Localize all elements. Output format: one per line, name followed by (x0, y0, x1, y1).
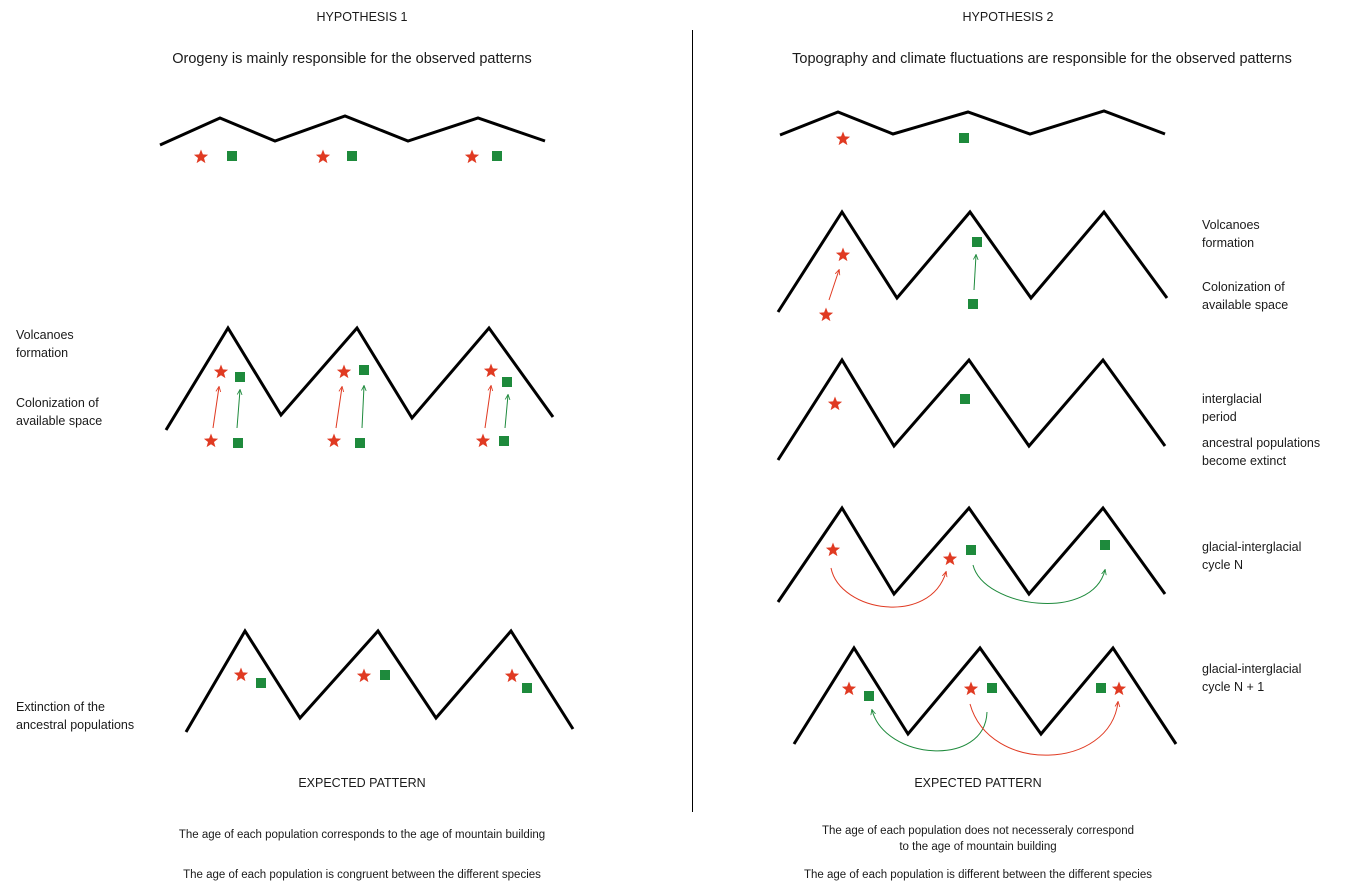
green-square-icon (347, 151, 357, 161)
h1-conclusion-2: The age of each population is congruent … (183, 869, 541, 881)
green-square-icon (968, 299, 978, 309)
green-square-icon (960, 394, 970, 404)
h1-colonization-arrow-green (362, 386, 364, 429)
green-square-icon (380, 670, 390, 680)
green-square-icon (987, 683, 997, 693)
h2-dispersal-arrow-red (830, 567, 946, 608)
h2-expected-pattern: EXPECTED PATTERN (914, 776, 1042, 790)
hypothesis-2-title: HYPOTHESIS 2 (962, 10, 1054, 24)
h1-mountain-initial (159, 114, 546, 147)
green-square-icon (235, 372, 245, 382)
red-star-icon (827, 396, 843, 411)
h1-mountain-extinction (184, 628, 575, 733)
red-star-icon (203, 433, 219, 448)
red-star-icon (504, 668, 520, 683)
h2-conclusion-1-line2: to the age of mountain building (899, 841, 1057, 853)
h2-label-cycle-n1-line2: cycle N + 1 (1202, 680, 1265, 694)
h2-label-cycle-n1-line1: glacial-interglacial (1202, 662, 1302, 676)
green-square-icon (522, 683, 532, 693)
h2-mountain-volcanoes (776, 209, 1169, 313)
h2-mountain-interglacial (776, 357, 1167, 461)
red-star-icon (326, 433, 342, 448)
green-square-icon (972, 237, 982, 247)
red-star-icon (835, 131, 851, 146)
h1-colonization-arrow-red (335, 387, 342, 429)
h1-colonization-arrow-green (236, 390, 240, 429)
h2-mountain-cycle-n1 (792, 645, 1178, 745)
h1-label-extinction-line1: Extinction of the (16, 700, 105, 714)
h2-label-colonization-line1: Colonization of (1202, 280, 1285, 294)
h2-label-volcanoes-line1: Volcanoes (1202, 218, 1260, 232)
h2-mountain-cycle-n (776, 505, 1167, 603)
red-star-icon (213, 364, 229, 379)
h2-dispersal-arrow-green (972, 564, 1105, 604)
green-square-icon (227, 151, 237, 161)
h2-label-extinct-line1: ancestral populations (1202, 436, 1321, 450)
h2-conclusion-2: The age of each population is different … (803, 869, 1153, 881)
h1-conclusion-1: The age of each population corresponds t… (178, 829, 546, 841)
h1-label-colonization-line1: Colonization of (16, 396, 99, 410)
h1-colonization-arrow-red (484, 386, 491, 429)
h2-label-interglacial-line1: interglacial (1202, 392, 1262, 406)
red-star-icon (315, 149, 331, 164)
h1-label-extinction-line2: ancestral populations (16, 718, 135, 732)
green-square-icon (959, 133, 969, 143)
green-square-icon (502, 377, 512, 387)
green-square-icon (1096, 683, 1106, 693)
red-star-icon (483, 363, 499, 378)
h1-label-volcanoes-line1: Volcanoes (16, 328, 74, 342)
h2-label-volcanoes-line2: formation (1202, 236, 1255, 250)
h1-colonization-arrow-green (504, 395, 508, 429)
red-star-icon (942, 551, 958, 566)
red-star-icon (841, 681, 857, 696)
red-star-icon (233, 667, 249, 682)
h2-conclusion-1-line1: The age of each population does not nece… (822, 825, 1134, 837)
red-star-icon (356, 668, 372, 683)
h2-label-cycle-n-line1: glacial-interglacial (1202, 540, 1302, 554)
green-square-icon (359, 365, 369, 375)
h1-expected-pattern: EXPECTED PATTERN (298, 776, 426, 790)
red-star-icon (336, 364, 352, 379)
green-square-icon (233, 438, 243, 448)
green-square-icon (1100, 540, 1110, 550)
h2-label-extinct-line2: become extinct (1202, 454, 1287, 468)
green-square-icon (355, 438, 365, 448)
red-star-icon (825, 542, 841, 557)
h1-label-volcanoes-line2: formation (16, 346, 69, 360)
hypothesis-1-subtitle: Orogeny is mainly responsible for the ob… (172, 51, 532, 67)
center-divider (692, 30, 693, 812)
h2-label-colonization-line2: available space (1202, 298, 1289, 312)
h2-mountain-initial (779, 109, 1166, 137)
red-star-icon (963, 681, 979, 696)
red-star-icon (475, 433, 491, 448)
h1-label-colonization-line2: available space (16, 414, 103, 428)
green-square-icon (256, 678, 266, 688)
h1-colonization-arrow-red (212, 387, 219, 429)
green-square-icon (499, 436, 509, 446)
red-star-icon (464, 149, 480, 164)
red-star-icon (818, 307, 834, 322)
h2-label-cycle-n-line2: cycle N (1202, 558, 1243, 572)
red-star-icon (1111, 681, 1127, 696)
h2-colonization-arrow-green (974, 255, 976, 291)
h1-mountain-volcanoes (164, 325, 555, 431)
red-star-icon (835, 247, 851, 262)
green-square-icon (966, 545, 976, 555)
hypothesis-2-subtitle: Topography and climate fluctuations are … (792, 51, 1292, 67)
green-square-icon (864, 691, 874, 701)
hypothesis-1-title: HYPOTHESIS 1 (316, 10, 408, 24)
red-star-icon (193, 149, 209, 164)
h2-colonization-arrow-red (828, 270, 839, 301)
green-square-icon (492, 151, 502, 161)
h2-dispersal-arrow-green (872, 710, 988, 752)
h2-dispersal-arrow-red (969, 702, 1118, 756)
h2-label-interglacial-line2: period (1202, 410, 1237, 424)
